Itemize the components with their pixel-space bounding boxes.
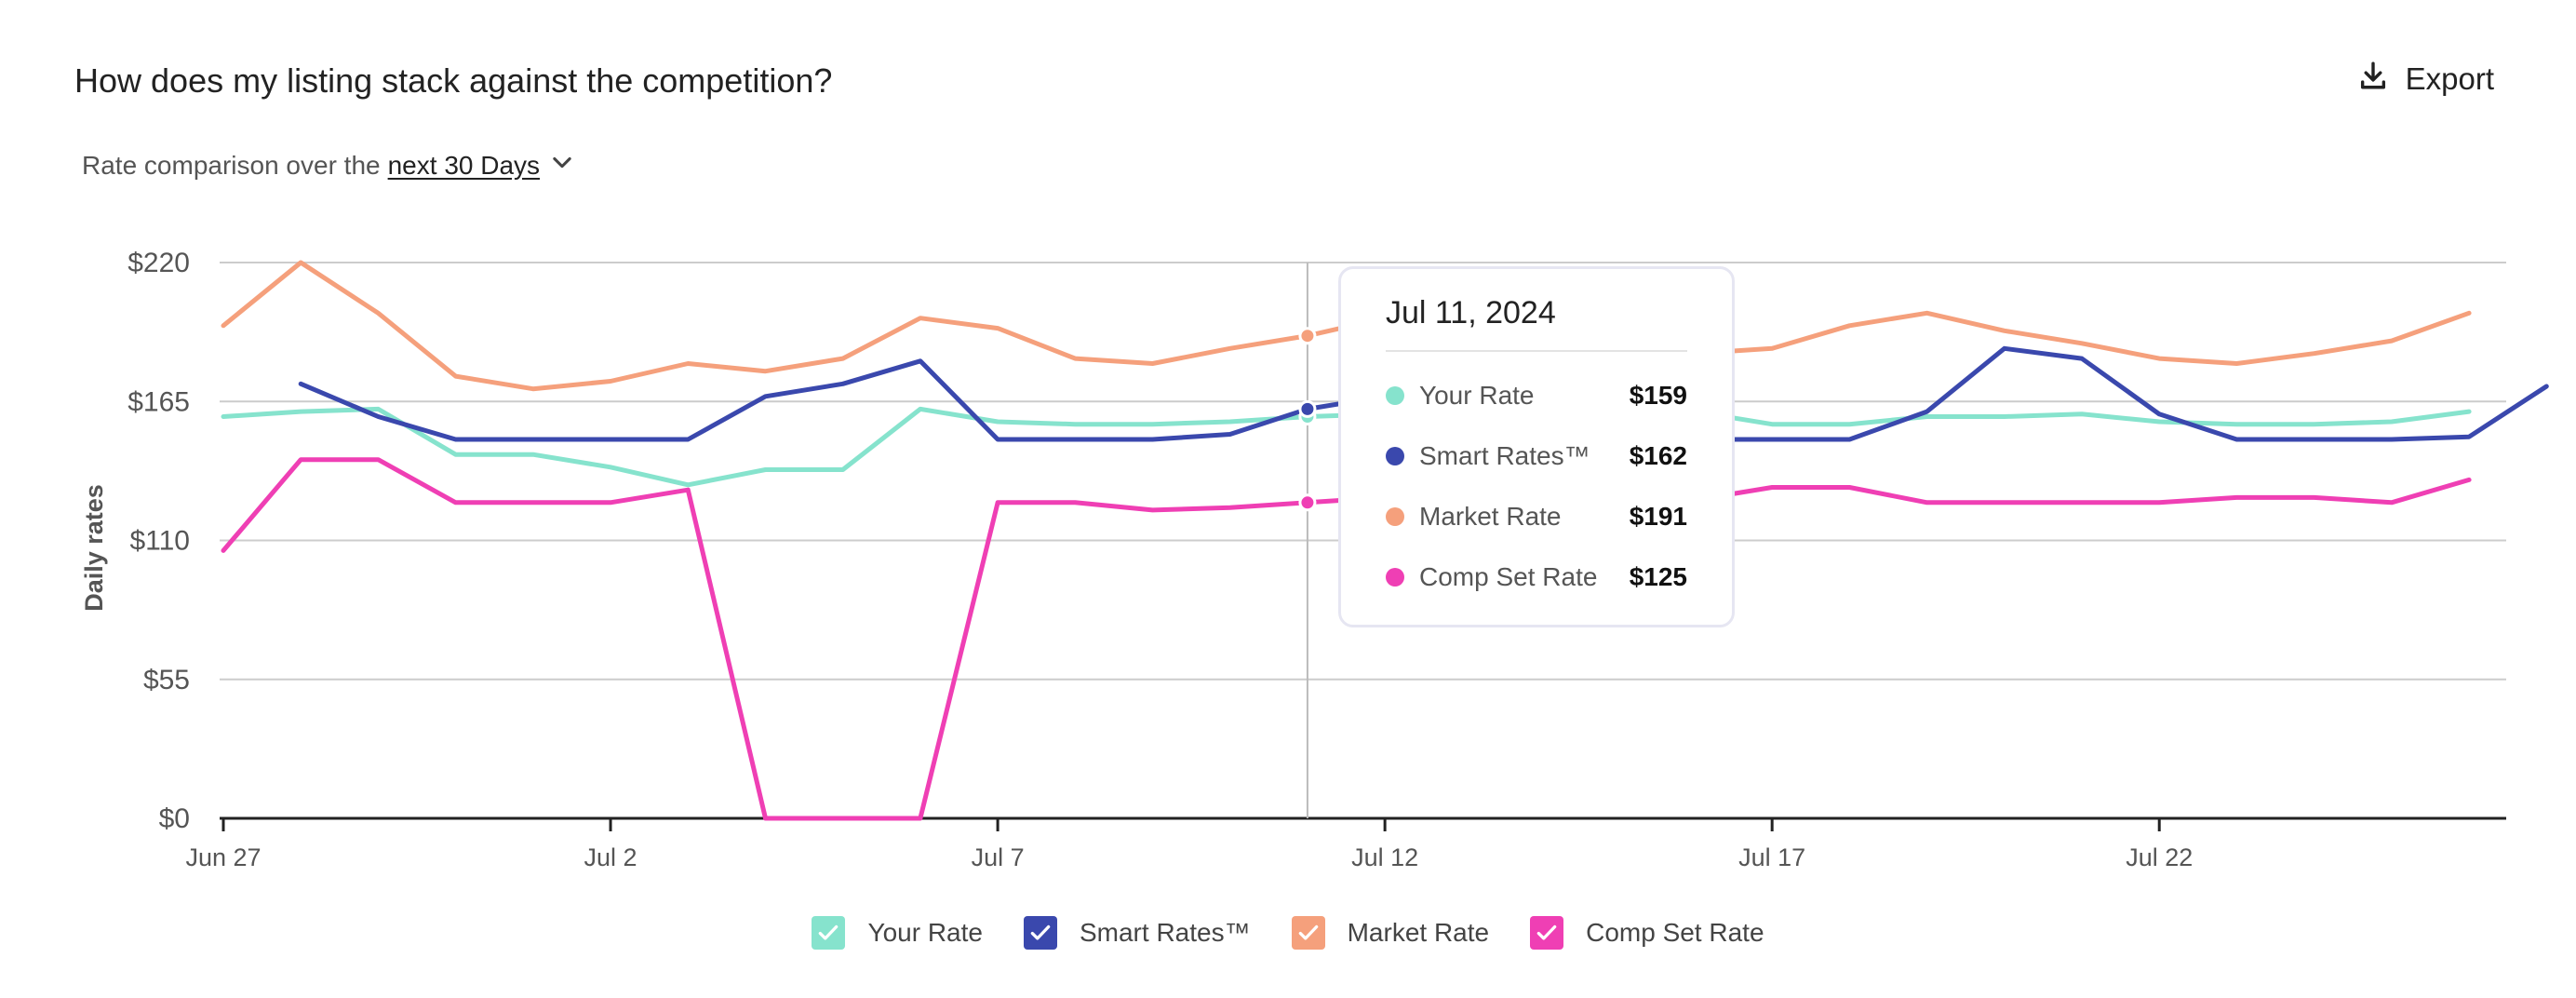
- subtitle-prefix: Rate comparison over the: [82, 150, 381, 180]
- checkbox-checked-icon[interactable]: [812, 916, 846, 950]
- hover-tooltip: Jul 11, 2024 Your Rate $159 Smart Rates™…: [1338, 266, 1735, 627]
- hover-point: [1298, 399, 1317, 418]
- tooltip-row-comp-set-rate: Comp Set Rate $125: [1386, 546, 1687, 607]
- market-rate-dot-icon: [1386, 506, 1404, 526]
- rate-line-chart[interactable]: $0 $55 $110 $165 $220 Daily rates Jun 27 Jul 2 J…: [0, 0, 2576, 894]
- y-tick-label: $165: [127, 386, 190, 417]
- period-dropdown[interactable]: next 30 Days: [388, 149, 575, 182]
- y-tick-label: $220: [127, 248, 190, 278]
- y-axis-label: Daily rates: [80, 484, 108, 612]
- chart-legend: Your Rate Smart Rates™ Market Rate Comp …: [0, 916, 2576, 950]
- legend-item-smart-rates[interactable]: Smart Rates™: [1023, 916, 1251, 950]
- x-tick-label: Jul 17: [1738, 843, 1805, 871]
- your-rate-dot-icon: [1386, 385, 1404, 405]
- tooltip-row-smart-rates: Smart Rates™ $162: [1386, 425, 1687, 486]
- tooltip-date: Jul 11, 2024: [1386, 295, 1687, 352]
- tooltip-value: $162: [1629, 440, 1687, 470]
- comp-set-rate-dot-icon: [1386, 567, 1404, 587]
- x-tick-label: Jul 7: [972, 843, 1025, 871]
- legend-label: Your Rate: [867, 918, 983, 947]
- hover-point: [1298, 493, 1317, 512]
- tooltip-row-market-rate: Market Rate $191: [1386, 486, 1687, 546]
- x-tick-label: Jul 2: [584, 843, 637, 871]
- x-tick-label: Jul 22: [2126, 843, 2193, 871]
- y-tick-label: $110: [129, 526, 190, 557]
- tooltip-label: Smart Rates™: [1419, 440, 1590, 470]
- tooltip-label: Comp Set Rate: [1419, 561, 1598, 591]
- legend-item-comp-set-rate[interactable]: Comp Set Rate: [1530, 916, 1764, 950]
- legend-item-market-rate[interactable]: Market Rate: [1291, 916, 1490, 950]
- legend-label: Smart Rates™: [1079, 918, 1251, 947]
- tooltip-label: Market Rate: [1419, 501, 1562, 531]
- checkbox-checked-icon[interactable]: [1530, 916, 1564, 950]
- legend-label: Market Rate: [1347, 918, 1490, 947]
- legend-label: Comp Set Rate: [1586, 918, 1764, 947]
- tooltip-row-your-rate: Your Rate $159: [1386, 365, 1687, 425]
- period-label: next 30 Days: [387, 150, 541, 180]
- chevron-down-icon: [540, 149, 575, 182]
- checkbox-checked-icon[interactable]: [1291, 916, 1325, 950]
- download-icon: [2357, 60, 2389, 99]
- export-button[interactable]: Export: [2357, 60, 2494, 99]
- tooltip-value: $125: [1629, 561, 1687, 591]
- page-title: How does my listing stack against the co…: [74, 61, 833, 100]
- export-label: Export: [2405, 61, 2494, 96]
- checkbox-checked-icon[interactable]: [1023, 916, 1057, 950]
- rate-comparison-subtitle: Rate comparison over the next 30 Days: [82, 149, 575, 182]
- y-tick-label: $55: [143, 665, 190, 695]
- tooltip-value: $191: [1629, 501, 1687, 531]
- x-tick-label: Jul 12: [1351, 843, 1418, 871]
- tooltip-value: $159: [1629, 380, 1687, 410]
- y-tick-label: $0: [159, 803, 190, 834]
- smart-rates-dot-icon: [1386, 446, 1404, 465]
- hover-point: [1298, 327, 1317, 345]
- x-tick-label: Jun 27: [185, 843, 261, 871]
- legend-item-your-rate[interactable]: Your Rate: [812, 916, 983, 950]
- tooltip-label: Your Rate: [1419, 380, 1535, 410]
